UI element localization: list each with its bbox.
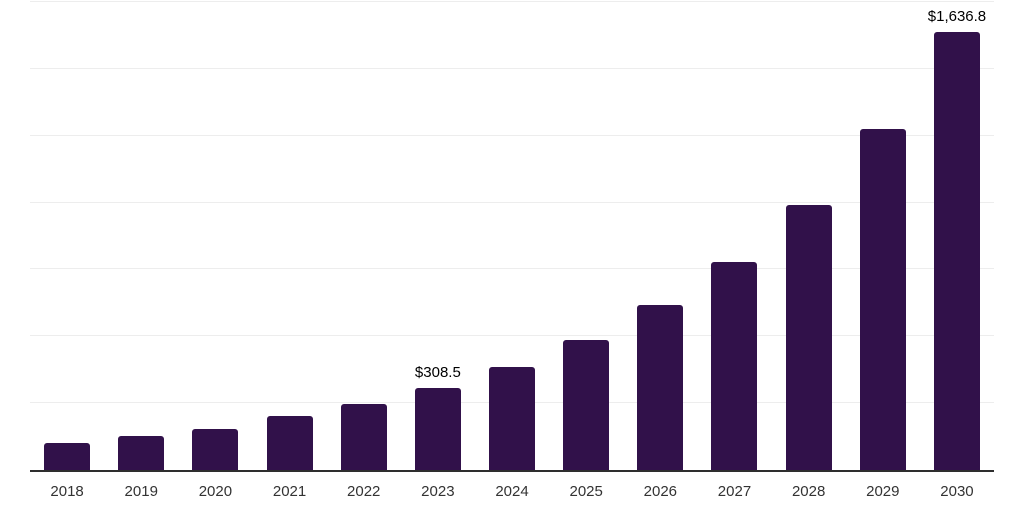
bar-2023 — [414, 387, 461, 470]
bar-2022 — [340, 403, 387, 470]
bar-2028 — [785, 205, 832, 470]
x-tick-2024: 2024 — [495, 483, 529, 500]
gridline-500 — [30, 335, 994, 337]
bar-2026 — [637, 305, 684, 470]
bar-2029 — [859, 129, 906, 470]
bar-2027 — [711, 261, 758, 470]
bar-2030 — [933, 32, 980, 470]
gridline-1000 — [30, 201, 994, 203]
bar-2024 — [489, 367, 536, 470]
gridline-1250 — [30, 134, 994, 136]
x-tick-2018: 2018 — [50, 483, 84, 500]
x-tick-2028: 2028 — [791, 483, 826, 500]
bar-slot-2025 — [549, 2, 623, 470]
x-tick-2019: 2019 — [124, 483, 158, 500]
bar-slot-2019 — [104, 2, 178, 470]
bar-slot-2030: $1,636.8 — [920, 2, 994, 470]
x-tick-2027: 2027 — [717, 483, 752, 500]
bar-slot-2023: $308.5 — [401, 2, 475, 470]
x-axis-tick-labels: 2018 2019 2020 2021 2022 2023 2024 2025 2026 2027… — [30, 483, 994, 501]
x-tick-2025: 2025 — [569, 483, 603, 500]
x-tick-2021: 2021 — [272, 483, 307, 500]
gridline-1500 — [30, 67, 994, 69]
bar-slot-2021 — [252, 2, 326, 470]
x-tick-2023: 2023 — [421, 483, 455, 500]
bar-2021 — [266, 416, 313, 470]
bar-2019 — [118, 436, 165, 470]
bar-2025 — [563, 340, 610, 470]
bar-slot-2027 — [697, 2, 771, 470]
bar-slot-2022 — [327, 2, 401, 470]
bar-slot-2029 — [846, 2, 920, 470]
bar-value-label-2030: $1,636.8 — [927, 8, 987, 26]
bar-slot-2020 — [178, 2, 252, 470]
x-tick-2029: 2029 — [866, 483, 900, 500]
bar-slot-2026 — [623, 2, 697, 470]
x-tick-2026: 2026 — [643, 483, 678, 500]
bar-series: $308.5 $1,636.8 — [30, 2, 994, 470]
x-tick-2022: 2022 — [347, 483, 381, 500]
bar-slot-2018 — [30, 2, 104, 470]
bar-slot-2024 — [475, 2, 549, 470]
bar-2018 — [44, 443, 91, 470]
gridline-1750 — [30, 1, 994, 2]
x-tick-2020: 2020 — [198, 483, 233, 500]
bar-2020 — [192, 429, 239, 470]
bar-slot-2028 — [772, 2, 846, 470]
plot-area: $308.5 $1,636.8 — [30, 1, 994, 472]
bar-value-label-2023: $308.5 — [414, 363, 461, 381]
gridline-750 — [30, 268, 994, 270]
x-tick-2030: 2030 — [940, 483, 974, 500]
